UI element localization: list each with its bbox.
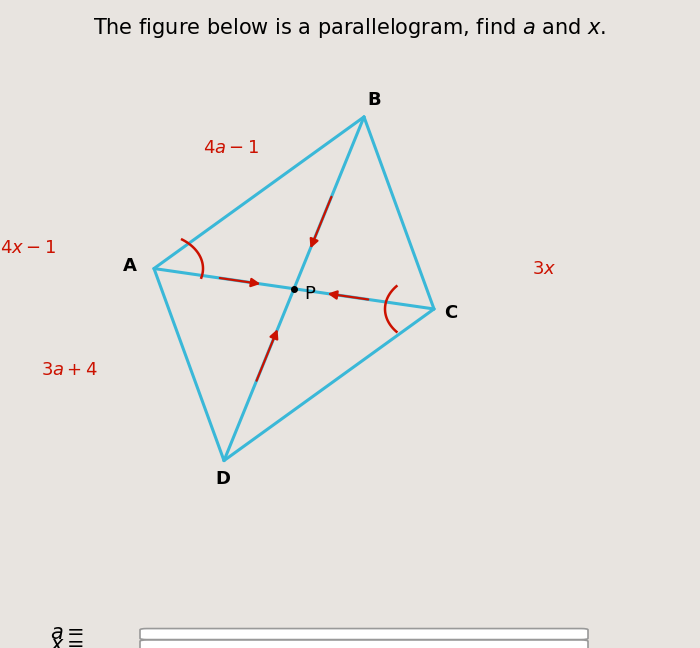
Text: $x =$: $x =$: [50, 634, 84, 648]
Text: $3x$: $3x$: [532, 260, 556, 277]
Text: D: D: [215, 470, 230, 488]
Text: P: P: [304, 284, 316, 303]
Text: $4x - 1$: $4x - 1$: [0, 239, 56, 257]
FancyBboxPatch shape: [140, 629, 588, 640]
Text: $a =$: $a =$: [50, 623, 84, 643]
Text: The figure below is a parallelogram, find $a$ and $x$.: The figure below is a parallelogram, fin…: [93, 16, 607, 40]
Text: C: C: [444, 304, 458, 322]
Text: B: B: [368, 91, 381, 110]
Text: A: A: [122, 257, 136, 275]
Text: $4a - 1$: $4a - 1$: [203, 139, 259, 157]
Text: $3a + 4$: $3a + 4$: [41, 361, 98, 378]
FancyBboxPatch shape: [140, 640, 588, 648]
